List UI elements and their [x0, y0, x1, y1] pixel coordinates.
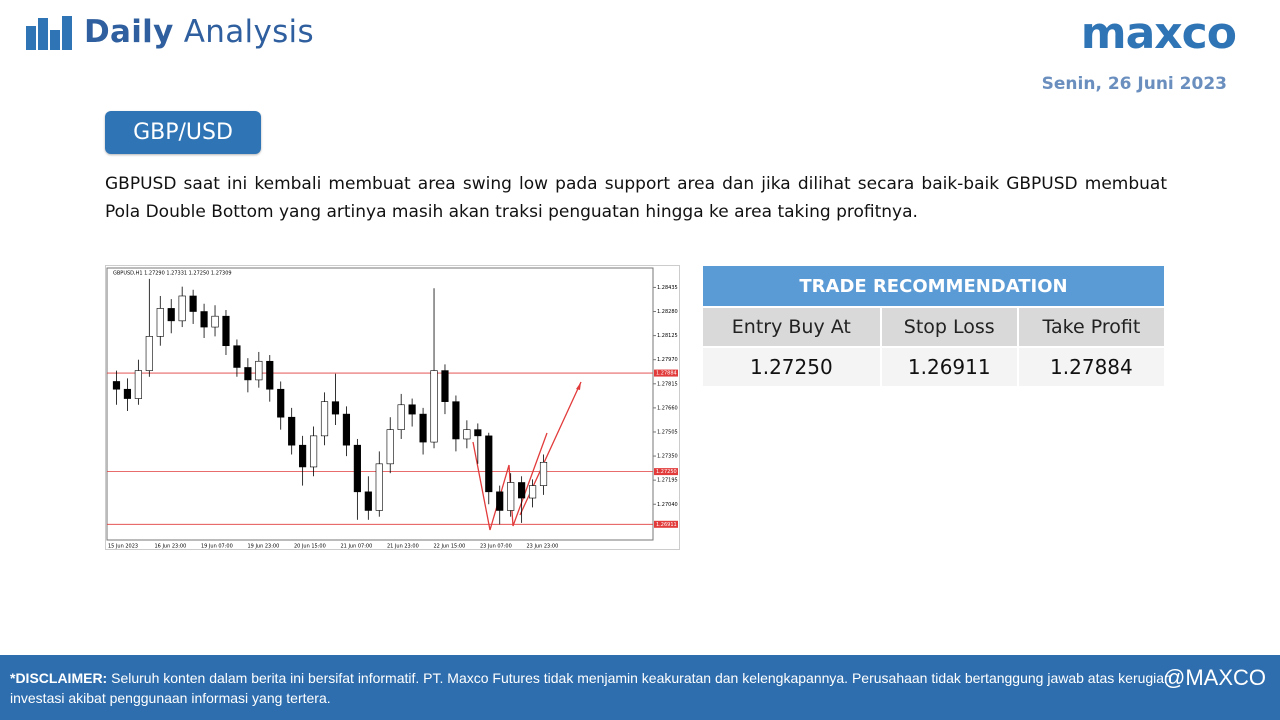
candle-body — [353, 444, 361, 493]
candle-body — [112, 381, 121, 390]
disclaimer-text: Seluruh konten dalam berita ini bersifat… — [10, 670, 1172, 706]
level-tag — [654, 369, 678, 377]
footer: *DISCLAIMER: Seluruh konten dalam berita… — [0, 655, 1280, 720]
x-tick-label: 15 Jun 2023 — [108, 544, 138, 550]
title-rest: Analysis — [183, 14, 314, 50]
disclaimer-label: *DISCLAIMER: — [10, 670, 108, 686]
disclaimer: *DISCLAIMER: Seluruh konten dalam berita… — [10, 668, 1220, 708]
value-cell: 1.26911 — [879, 346, 1019, 388]
x-tick-label: 16 Jun 23:00 — [155, 544, 187, 550]
x-tick-label: 21 Jun 07:00 — [341, 544, 373, 550]
y-tick-label: 1.27505 — [657, 429, 678, 435]
description: GBPUSD saat ini kembali membuat area swi… — [105, 174, 1167, 222]
trade-table: TRADE RECOMMENDATION Entry Buy At Stop L… — [701, 264, 1167, 388]
pair-badge: GBP/USD — [105, 111, 261, 154]
y-tick-label: 1.28435 — [657, 285, 678, 291]
y-tick-label: 1.27350 — [657, 454, 678, 460]
y-tick-label: 1.27815 — [657, 381, 678, 387]
candle-body — [452, 401, 460, 440]
candle-body — [331, 401, 340, 415]
x-tick-label: 19 Jun 23:00 — [248, 544, 280, 550]
candle-body — [539, 461, 548, 486]
header-cell: Stop Loss — [879, 306, 1019, 348]
x-tick-label: 22 Jun 15:00 — [434, 544, 466, 550]
candle-body — [528, 485, 537, 499]
candle-body — [430, 370, 438, 443]
x-tick-label: 23 Jun 23:00 — [527, 544, 559, 550]
level-label: 1.27884 — [656, 371, 677, 377]
candle-body — [364, 491, 372, 511]
y-tick-label: 1.27195 — [657, 478, 678, 484]
chart-title: GBPUSD,H1 1.27290 1.27331 1.27250 1.2730… — [113, 271, 232, 277]
candle-body — [211, 315, 219, 328]
candle-body — [474, 429, 482, 437]
candle-body — [518, 482, 526, 499]
title-bold: Daily — [84, 14, 174, 50]
candle-body — [266, 360, 274, 390]
candle-body — [320, 401, 329, 437]
date: Senin, 26 Juni 2023 — [1041, 74, 1227, 94]
candle-body — [167, 308, 175, 322]
y-tick-label: 1.28125 — [657, 333, 678, 339]
candle-body — [255, 360, 263, 381]
candle-body — [408, 404, 416, 415]
candle-body — [309, 435, 318, 468]
candle-body — [178, 295, 186, 322]
value-cell: 1.27250 — [701, 346, 882, 388]
x-tick-label: 23 Jun 07:00 — [480, 544, 512, 550]
candle-body — [386, 429, 394, 465]
candle-body — [397, 404, 405, 430]
candle-body — [441, 370, 449, 402]
chart: GBPUSD,H1 1.27290 1.27331 1.27250 1.2730… — [105, 265, 680, 550]
x-tick-label: 19 Jun 07:00 — [201, 544, 233, 550]
y-tick-label: 1.28280 — [657, 309, 678, 315]
candle-body — [342, 413, 351, 446]
x-tick-label: 21 Jun 23:00 — [387, 544, 419, 550]
candle-body — [288, 416, 296, 446]
social-handle: @MAXCO — [1162, 665, 1266, 690]
logo-icon — [26, 16, 72, 50]
candle-body — [463, 429, 471, 440]
candle-body — [496, 491, 504, 511]
candle-body — [507, 482, 515, 511]
value-cell: 1.27884 — [1016, 346, 1167, 388]
candle-body — [189, 295, 197, 312]
level-tag — [654, 520, 678, 528]
trade-title: TRADE RECOMMENDATION — [701, 264, 1166, 308]
x-tick-label: 20 Jun 15:00 — [294, 544, 326, 550]
plot-frame — [106, 267, 654, 541]
candle-body — [200, 311, 208, 328]
header-cell: Take Profit — [1016, 306, 1167, 348]
level-tag — [654, 468, 678, 476]
candle-body — [156, 308, 164, 337]
candle-body — [419, 413, 427, 443]
y-tick-label: 1.27040 — [657, 502, 678, 508]
y-tick-label: 1.27970 — [657, 357, 678, 363]
candle-body — [277, 388, 285, 418]
header-title: Daily Analysis — [84, 14, 314, 50]
candle-body — [233, 345, 241, 368]
candle-body — [145, 336, 153, 371]
candle-body — [244, 367, 252, 381]
arrow-head — [576, 382, 581, 390]
candle-body — [485, 435, 493, 493]
candle-body — [134, 370, 142, 399]
brand-logo: maxco — [1080, 8, 1237, 59]
candle-body — [123, 388, 132, 399]
y-tick-label: 1.27660 — [657, 405, 678, 411]
candle-body — [222, 315, 230, 347]
level-label: 1.27250 — [656, 469, 677, 475]
candle-body — [375, 463, 383, 511]
level-label: 1.26911 — [656, 522, 677, 528]
candle-body — [299, 444, 307, 468]
header-cell: Entry Buy At — [701, 306, 882, 348]
